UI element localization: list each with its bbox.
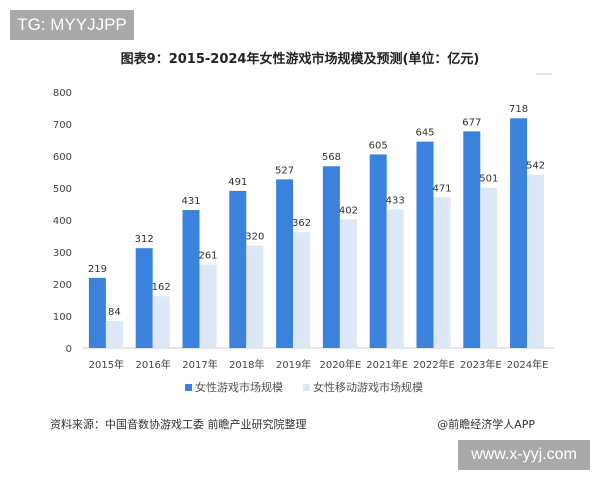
y-tick-label: 300 xyxy=(53,248,72,259)
data-label: 471 xyxy=(432,183,451,194)
bar-total xyxy=(229,190,247,348)
data-label: 501 xyxy=(479,174,498,185)
bar-total xyxy=(369,154,387,348)
x-tick-label: 2022年E xyxy=(413,358,455,371)
data-label: 402 xyxy=(339,205,358,216)
legend-swatch xyxy=(303,384,310,391)
bar-mobile xyxy=(527,174,545,348)
data-label: 677 xyxy=(462,117,481,128)
watermark-bottom: www.x-yyj.com xyxy=(458,440,590,470)
bar-mobile xyxy=(105,321,123,348)
y-tick-label: 700 xyxy=(53,120,72,131)
bar-mobile xyxy=(152,296,170,348)
bar-mobile xyxy=(246,245,264,348)
data-label: 431 xyxy=(181,196,200,207)
x-tick-label: 2017年 xyxy=(182,358,217,371)
y-tick-label: 200 xyxy=(53,280,72,291)
bar-total xyxy=(135,248,153,348)
bar-mobile xyxy=(480,187,498,348)
bar-total xyxy=(182,210,200,348)
x-tick-label: 2015年 xyxy=(89,358,124,371)
x-tick-label: 2021年E xyxy=(366,358,408,371)
data-label: 568 xyxy=(322,152,341,163)
x-tick-label: 2018年 xyxy=(229,358,264,371)
legend-swatch xyxy=(185,384,192,391)
y-tick-label: 100 xyxy=(53,312,72,323)
data-label: 219 xyxy=(88,264,107,275)
source-note: 资料来源：中国音数协游戏工委 前瞻产业研究院整理 xyxy=(50,418,307,431)
bar-total xyxy=(463,131,481,348)
bar-mobile xyxy=(339,219,357,348)
bar-mobile xyxy=(386,209,404,348)
data-label: 605 xyxy=(369,140,388,151)
bar-total xyxy=(416,141,434,348)
data-label: 312 xyxy=(135,234,154,245)
chart-title: 图表9：2015-2024年女性游戏市场规模及预测(单位：亿元) xyxy=(120,52,480,67)
x-tick-label: 2020年E xyxy=(320,358,362,371)
x-tick-label: 2024年E xyxy=(507,358,549,371)
x-tick-label: 2019年 xyxy=(276,358,311,371)
bar-mobile xyxy=(293,232,311,348)
data-label: 84 xyxy=(108,307,121,318)
brand-credit: @前瞻经济学人APP xyxy=(437,418,535,431)
bar-total xyxy=(276,179,294,348)
bar-mobile xyxy=(433,197,451,348)
data-label: 645 xyxy=(415,128,434,139)
y-tick-label: 800 xyxy=(53,88,72,99)
legend-label: 女性移动游戏市场规模 xyxy=(313,380,423,394)
data-label: 718 xyxy=(509,104,528,115)
bar-total xyxy=(510,118,528,349)
bar-total xyxy=(88,277,106,348)
bar-mobile xyxy=(199,264,217,348)
y-tick-label: 0 xyxy=(66,344,72,355)
y-tick-label: 400 xyxy=(53,216,72,227)
x-tick-label: 2023年E xyxy=(460,358,502,371)
bar-total xyxy=(322,166,340,348)
y-tick-label: 600 xyxy=(53,152,72,163)
data-label: 162 xyxy=(152,282,171,293)
data-label: 320 xyxy=(245,232,264,243)
data-label: 491 xyxy=(228,177,247,188)
data-label: 362 xyxy=(292,218,311,229)
data-label: 261 xyxy=(198,250,217,261)
data-label: 433 xyxy=(386,195,405,206)
x-tick-label: 2016年 xyxy=(135,358,170,371)
y-tick-label: 500 xyxy=(53,184,72,195)
data-label: 542 xyxy=(526,161,545,172)
watermark-top: TG: MYYJJPP xyxy=(10,10,134,40)
legend-label: 女性游戏市场规模 xyxy=(195,380,283,394)
data-label: 527 xyxy=(275,165,294,176)
